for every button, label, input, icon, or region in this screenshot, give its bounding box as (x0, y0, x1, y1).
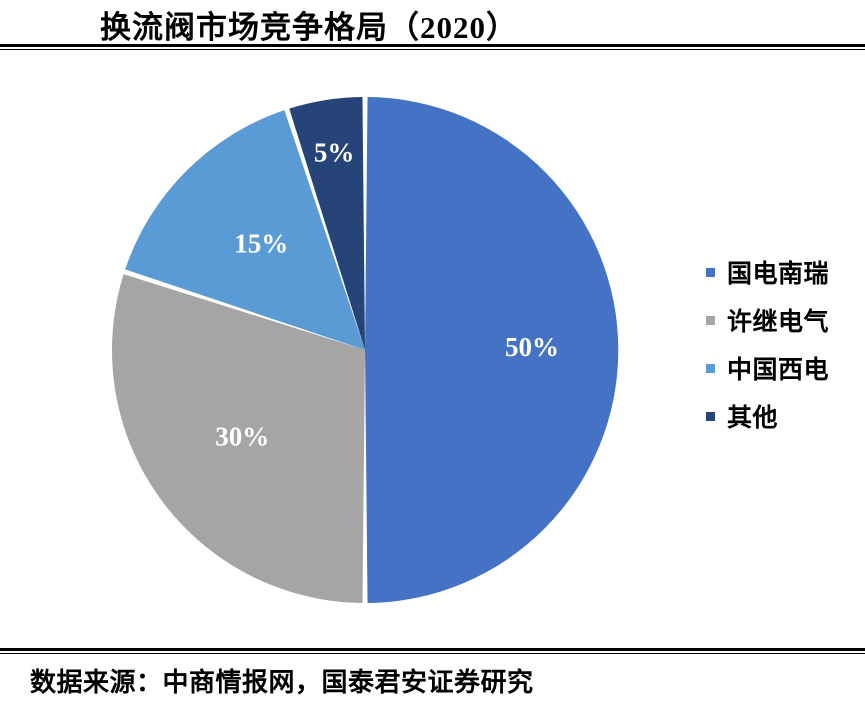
page-title: 换流阀市场竞争格局（2020） (100, 10, 518, 45)
legend-item-qita[interactable]: 其他 (706, 392, 861, 440)
legend-item-xujidianqi[interactable]: 许继电气 (706, 296, 861, 344)
chart-legend: 国电南瑞 许继电气 中国西电 其他 (706, 248, 861, 440)
legend-item-label: 其他 (727, 405, 779, 432)
legend-item-guodiannanrui[interactable]: 国电南瑞 (706, 248, 861, 296)
pie-slice-value-label: 30% (215, 421, 269, 451)
divider-gap (0, 47, 865, 49)
legend-item-label: 中国西电 (727, 357, 830, 384)
divider-thin-line (0, 49, 865, 50)
pie-slice[interactable] (289, 97, 365, 350)
legend-item-zhongguoxidian[interactable]: 中国西电 (706, 344, 861, 392)
title-divider (0, 44, 865, 50)
legend-swatch-icon (706, 315, 715, 325)
legend-swatch-icon (706, 411, 715, 421)
pie-slice[interactable] (125, 110, 366, 351)
legend-swatch-icon (706, 363, 715, 373)
pie-slice-value-label: 15% (234, 228, 288, 258)
pie-slice[interactable] (365, 97, 619, 603)
legend-item-label: 国电南瑞 (727, 261, 830, 288)
divider-thick-line (0, 648, 865, 651)
pie-chart-svg: 50% 30% 15% 5% (111, 97, 619, 603)
pie-chart-area: 50% 30% 15% 5% (0, 60, 700, 640)
source-note: 数据来源：中商情报网，国泰君安证券研究 (30, 668, 534, 697)
divider-thick-line (0, 44, 865, 47)
source-divider (0, 648, 865, 654)
pie-slice-value-label: 5% (314, 137, 355, 167)
pie-slice[interactable] (111, 274, 366, 603)
pie-slice-group (111, 97, 619, 603)
divider-thin-line (0, 653, 865, 654)
pie-label-group: 50% 30% 15% 5% (215, 137, 559, 451)
pie-slice-value-label: 50% (505, 332, 559, 362)
divider-gap (0, 651, 865, 653)
legend-item-label: 许继电气 (727, 309, 830, 336)
legend-swatch-icon (706, 267, 715, 277)
